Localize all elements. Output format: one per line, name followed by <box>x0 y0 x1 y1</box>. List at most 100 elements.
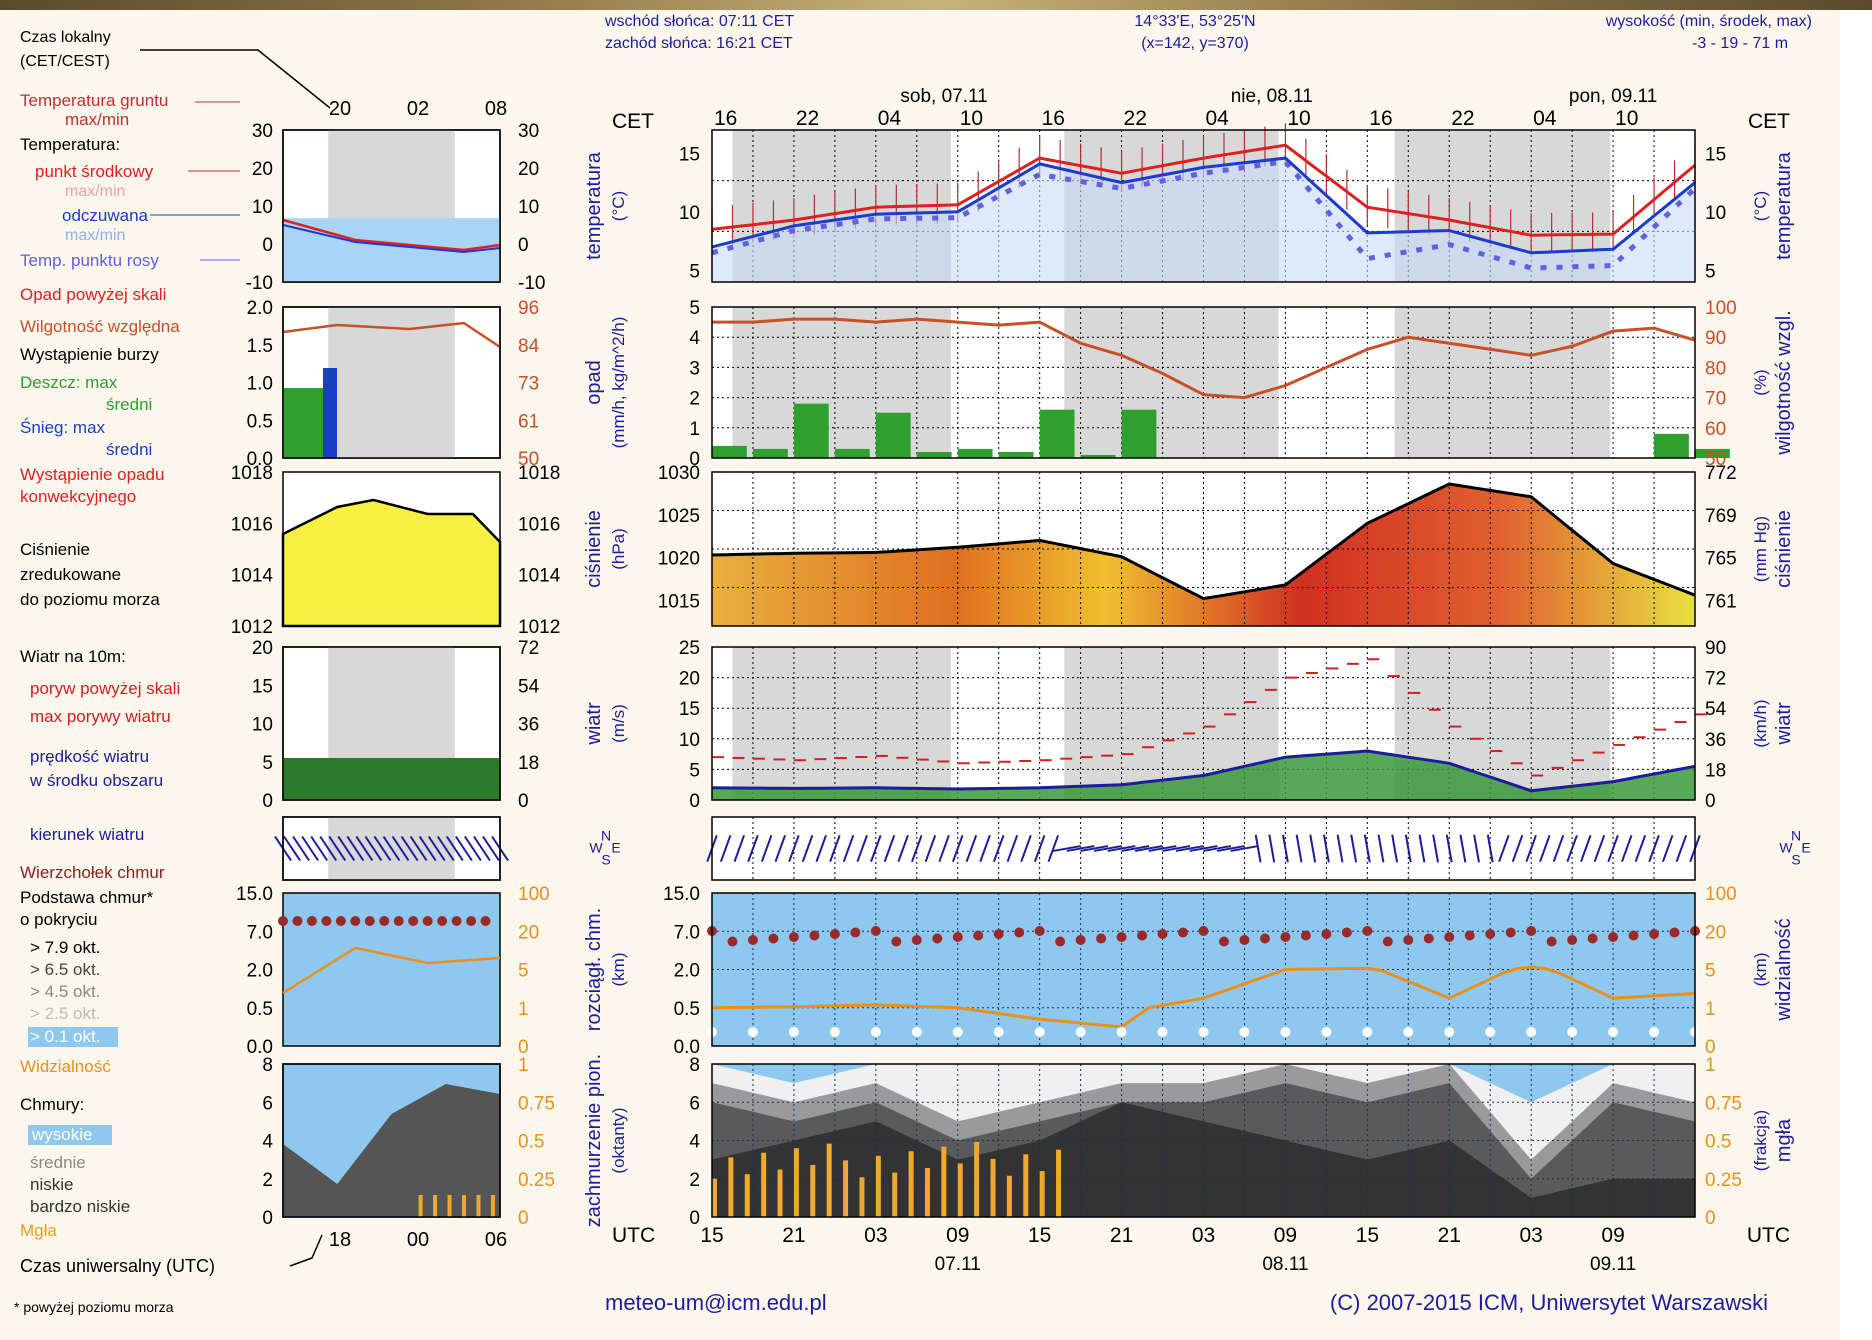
cloudbase-tick: 0.5 <box>674 999 700 1020</box>
rh-tick: 50 <box>1705 449 1726 470</box>
wind-arrow <box>1053 845 1081 852</box>
axis-unit-right: (frakcja) <box>1751 1110 1770 1171</box>
mini-cloud-top <box>306 916 317 926</box>
axis-title-right: temperatura <box>1773 151 1795 260</box>
cloud-top-dot <box>1587 933 1598 944</box>
fog-bar <box>1056 1149 1062 1217</box>
wind-arrow <box>1539 835 1551 862</box>
rain-bar <box>875 412 911 458</box>
mini-cloud-top <box>321 916 332 926</box>
precip-tick: 4 <box>689 328 700 349</box>
fog-bar <box>957 1163 963 1217</box>
pressure-tick: 765 <box>1705 549 1737 570</box>
cloud-top-dot <box>1014 927 1025 938</box>
cloud-top-dot <box>1055 936 1066 947</box>
cloudbase-tick: 15.0 <box>663 884 700 905</box>
mini-pressure-tick: 1018 <box>231 463 273 484</box>
mini-wind-arrow <box>436 835 455 862</box>
wind-arrow <box>1552 835 1565 862</box>
wind-tick: 0 <box>689 791 700 812</box>
mini-cloud-top <box>335 916 346 926</box>
utc-tick: 03 <box>1519 1224 1542 1247</box>
compass-s: S <box>1791 852 1800 868</box>
mini-frame <box>282 892 501 1047</box>
mini-wind-arrow <box>418 835 437 862</box>
mini-cloud-tick: 4 <box>262 1132 273 1153</box>
fog-bar <box>1006 1175 1012 1217</box>
cloud-base-dot <box>1444 1027 1455 1037</box>
cloud-base-dot <box>1198 1027 1209 1037</box>
fog-bar <box>712 1178 717 1217</box>
axis-title-left: opad <box>583 360 605 405</box>
wind-arrow <box>1593 835 1606 862</box>
cet-tick: 10 <box>1287 107 1310 130</box>
pressure-tick: 1025 <box>658 506 700 527</box>
local-tick: 02 <box>407 98 429 120</box>
rain-bar <box>916 451 952 458</box>
mini-cloud-area <box>283 1084 500 1217</box>
mini-precip-tick: 1.5 <box>247 336 273 357</box>
precip-tick: 3 <box>689 358 700 379</box>
wind-tick: 90 <box>1705 638 1726 659</box>
cloud-top-dot <box>1137 930 1148 941</box>
wind-arrow <box>1498 835 1510 862</box>
utc-tick: 00 <box>407 1229 429 1251</box>
wind-arrow <box>979 835 991 862</box>
mini-precip-tick: 0.0 <box>247 449 273 470</box>
cloud-top-dot <box>1198 926 1209 936</box>
cloud-base-dot <box>1075 1027 1086 1037</box>
night-band <box>732 307 951 458</box>
cet-tick: 22 <box>1124 107 1147 130</box>
cloud-high-label: wysokie <box>31 1125 92 1144</box>
rh-tick: 90 <box>1705 328 1726 349</box>
rain-bar <box>1654 433 1689 458</box>
mini-cloud-top <box>408 916 419 926</box>
wind-arrow <box>1511 835 1524 862</box>
gust-above-label: poryw powyżej skali <box>30 679 180 698</box>
axis-title-left: wiatr <box>583 702 605 746</box>
ground-temp-sub: max/min <box>65 110 129 129</box>
felt-band <box>712 158 1695 282</box>
wind-arrow <box>1661 835 1674 862</box>
wind-arrow <box>856 835 868 862</box>
mini-cloud-top <box>437 916 448 926</box>
wind-arrow <box>1363 834 1371 863</box>
mini-temp-tick: 20 <box>252 159 273 180</box>
rh-tick: 80 <box>1705 358 1726 379</box>
clouds-tick: 8 <box>689 1055 700 1076</box>
wind-arrow <box>1580 835 1592 862</box>
mini-wind-tick: 36 <box>518 715 539 736</box>
axis-unit-right: (km/h) <box>1751 699 1770 747</box>
wind-arrow <box>1189 845 1218 852</box>
mini-temp-tick: 30 <box>252 121 273 142</box>
wind-arrow <box>1391 834 1399 863</box>
axis-title-left: ciśnienie <box>583 510 605 588</box>
wind-arrow <box>1175 845 1204 852</box>
cloud-base-dot <box>1362 1027 1373 1037</box>
felt-label: odczuwana <box>62 206 149 225</box>
panel-frame <box>711 646 1696 801</box>
rain-bar <box>957 448 993 458</box>
rh-tick: 60 <box>1705 419 1726 440</box>
local-tick: 08 <box>485 98 507 120</box>
wind-arrow <box>801 835 814 862</box>
wind-arrow <box>1121 845 1150 852</box>
cloud-top-dot <box>1485 929 1496 939</box>
utc-tick: 09 <box>1274 1224 1297 1247</box>
okt-label: > 7.9 okt. <box>30 938 100 957</box>
mini-wind-arrow <box>310 835 328 862</box>
rh-tick: 100 <box>1705 298 1737 319</box>
mini-cloud-top <box>364 916 375 926</box>
wind-arrow <box>1162 845 1191 852</box>
cloud-top-dot <box>1218 936 1229 947</box>
mini-frame <box>282 306 501 459</box>
rain-bar <box>1695 448 1730 458</box>
mini-wind-arrow <box>292 835 310 862</box>
panel-frame <box>711 1063 1696 1218</box>
cloud-base-dot <box>1116 1027 1127 1037</box>
coords-text: 14°33'E, 53°25'N <box>1134 13 1255 30</box>
rain-max-label: Deszcz: max <box>20 373 118 392</box>
rain-bar <box>998 451 1034 458</box>
mini-wind-arrow <box>364 835 383 862</box>
